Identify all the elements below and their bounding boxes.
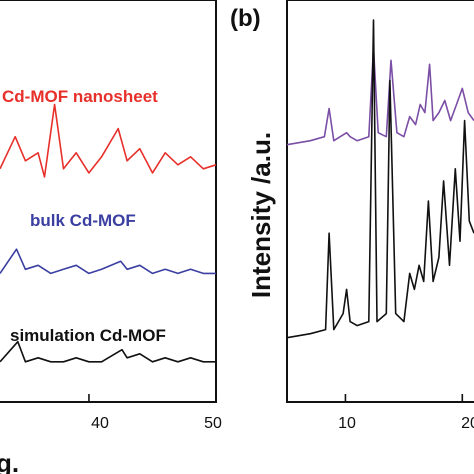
y-axis-label: Intensity /a.u. — [246, 132, 276, 298]
panel-b-series — [286, 19, 474, 339]
series-line-b-1 — [286, 19, 474, 339]
x-tick-label-20: 20 — [461, 415, 474, 432]
series-label-bulk: bulk Cd-MOF — [30, 211, 136, 230]
panel-a-axis-label-fragment: g. — [0, 448, 19, 474]
panel-b-frame — [286, 0, 474, 403]
panel-a-series — [0, 103, 217, 363]
x-tick-label-40: 40 — [91, 415, 109, 432]
series-label-nanosheet: Cd-MOF nanosheet — [2, 87, 158, 106]
panel-a-frame — [0, 0, 217, 403]
panel-a: Cd-MOF nanosheet bulk Cd-MOF simulation … — [0, 0, 222, 474]
panel-a-x-ticks — [88, 394, 217, 402]
x-tick-label-50: 50 — [204, 415, 222, 432]
series-label-simulation: simulation Cd-MOF — [10, 326, 166, 345]
series-line-a-1 — [0, 248, 216, 275]
panel-label-b: (b) — [230, 5, 261, 32]
series-line-a-0 — [0, 103, 217, 178]
series-line-a-2 — [0, 340, 216, 363]
panel-b: (b) Intensity /a.u. 10 20 — [230, 0, 474, 432]
panel-b-x-ticks — [344, 394, 464, 402]
x-tick-label-10: 10 — [338, 415, 356, 432]
series-line-b-0 — [286, 47, 474, 146]
